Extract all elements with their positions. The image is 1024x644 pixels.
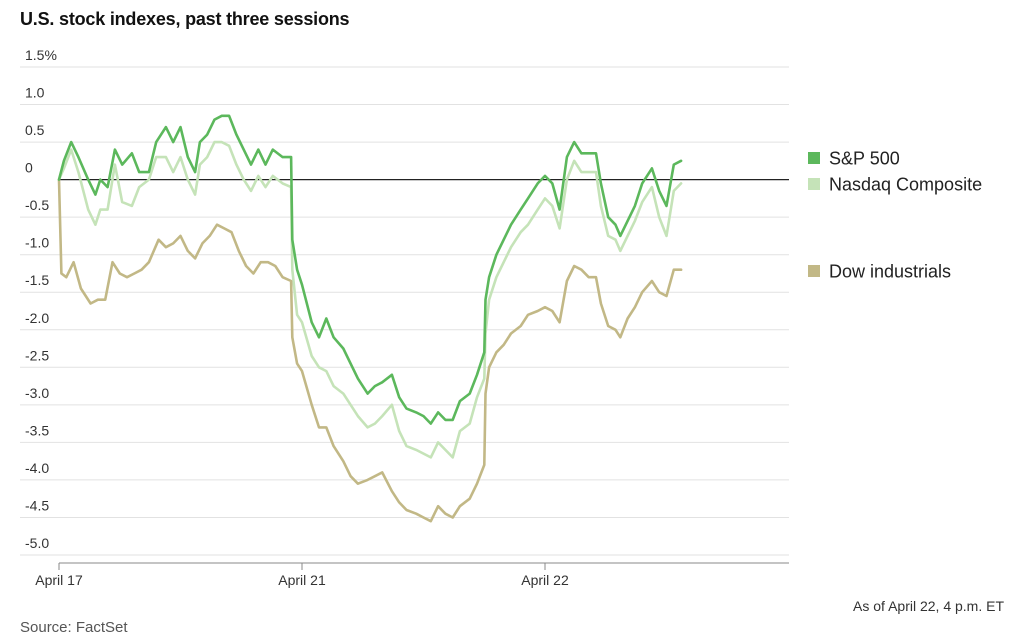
y-tick-label: -2.0 — [25, 310, 49, 326]
y-tick-label: -2.5 — [25, 347, 49, 363]
legend-label: Nasdaq Composite — [829, 175, 982, 195]
x-tick-label: April 22 — [521, 572, 569, 588]
gridlines — [20, 66, 789, 556]
y-tick-label: 1.5% — [25, 47, 57, 63]
legend-swatch — [808, 178, 820, 190]
series-line-nasdaq-composite — [57, 140, 683, 459]
line-chart: 1.5% 1.0 0.5 0 -0.5 -1.0 -1.5 -2.0 -2.5 -3.0 -3.5 -… — [20, 47, 982, 588]
y-tick-label: -1.5 — [25, 272, 49, 288]
source-note: Source: FactSet — [20, 619, 128, 636]
x-tick-label: April 17 — [35, 572, 83, 588]
legend-swatch — [808, 265, 820, 277]
x-tick-label: April 21 — [278, 572, 326, 588]
y-axis-labels: 1.5% 1.0 0.5 0 -0.5 -1.0 -1.5 -2.0 -2.5 -3.0 -3.5 -… — [25, 47, 57, 551]
x-axis: April 17 April 21 April 22 — [35, 562, 789, 588]
series-line-dow-industrials — [57, 178, 683, 523]
legend-label: Dow industrials — [829, 262, 951, 282]
y-tick-label: -5.0 — [25, 535, 49, 551]
y-tick-label: -0.5 — [25, 197, 49, 213]
chart-title: U.S. stock indexes, past three sessions — [20, 9, 350, 29]
y-tick-label: 1.0 — [25, 85, 45, 101]
legend-label: S&P 500 — [829, 149, 900, 169]
y-tick-label: -1.0 — [25, 235, 49, 251]
legend: S&P 500 Nasdaq Composite Dow industrials — [808, 149, 982, 282]
legend-swatch — [808, 152, 820, 164]
series-line-s-p-500 — [57, 114, 683, 425]
y-tick-label: -3.5 — [25, 422, 49, 438]
y-tick-label: -4.0 — [25, 460, 49, 476]
y-tick-label: 0 — [25, 160, 33, 176]
timestamp-note: As of April 22, 4 p.m. ET — [853, 598, 1004, 614]
y-tick-label: -3.0 — [25, 385, 49, 401]
series-lines — [57, 114, 683, 523]
y-tick-label: 0.5 — [25, 122, 45, 138]
y-tick-label: -4.5 — [25, 497, 49, 513]
